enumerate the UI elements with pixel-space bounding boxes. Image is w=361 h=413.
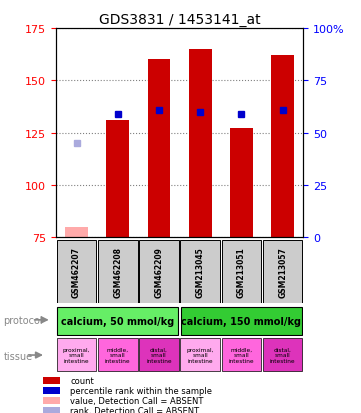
Text: middle,
small
intestine: middle, small intestine xyxy=(229,347,254,363)
Bar xyxy=(57,307,178,335)
Text: percentile rank within the sample: percentile rank within the sample xyxy=(70,386,212,395)
Text: calcium, 150 mmol/kg: calcium, 150 mmol/kg xyxy=(182,316,301,326)
Bar xyxy=(180,240,220,303)
Bar xyxy=(222,240,261,303)
Bar xyxy=(43,377,60,385)
Text: GSM462209: GSM462209 xyxy=(155,246,164,297)
Bar xyxy=(139,240,179,303)
Text: rank, Detection Call = ABSENT: rank, Detection Call = ABSENT xyxy=(70,406,200,413)
Text: tissue: tissue xyxy=(4,351,33,361)
Bar xyxy=(65,227,88,237)
Text: value, Detection Call = ABSENT: value, Detection Call = ABSENT xyxy=(70,396,204,405)
Bar xyxy=(180,339,220,371)
Bar xyxy=(43,387,60,394)
Text: protocol: protocol xyxy=(4,315,43,325)
Text: middle,
small
intestine: middle, small intestine xyxy=(105,347,131,363)
Bar xyxy=(148,60,170,237)
Bar xyxy=(181,307,302,335)
Text: distal,
small
intestine: distal, small intestine xyxy=(270,347,295,363)
Text: proximal,
small
intestine: proximal, small intestine xyxy=(186,347,214,363)
Bar xyxy=(189,50,212,237)
Text: proximal,
small
intestine: proximal, small intestine xyxy=(63,347,90,363)
Bar xyxy=(98,240,138,303)
Text: GSM462207: GSM462207 xyxy=(72,246,81,297)
Title: GDS3831 / 1453141_at: GDS3831 / 1453141_at xyxy=(99,12,260,26)
Text: GSM213045: GSM213045 xyxy=(196,246,205,297)
Bar xyxy=(43,397,60,404)
Text: count: count xyxy=(70,376,94,385)
Bar xyxy=(230,129,253,237)
Bar xyxy=(106,121,129,237)
Bar xyxy=(263,339,303,371)
Bar xyxy=(43,407,60,413)
Bar xyxy=(271,56,294,237)
Text: calcium, 50 mmol/kg: calcium, 50 mmol/kg xyxy=(61,316,174,326)
Text: GSM213057: GSM213057 xyxy=(278,246,287,297)
Bar xyxy=(263,240,303,303)
Text: distal,
small
intestine: distal, small intestine xyxy=(146,347,172,363)
Bar xyxy=(222,339,261,371)
Bar xyxy=(139,339,179,371)
Text: GSM462208: GSM462208 xyxy=(113,246,122,297)
Bar xyxy=(57,240,96,303)
Text: GSM213051: GSM213051 xyxy=(237,246,246,297)
Bar xyxy=(57,339,96,371)
Bar xyxy=(98,339,138,371)
